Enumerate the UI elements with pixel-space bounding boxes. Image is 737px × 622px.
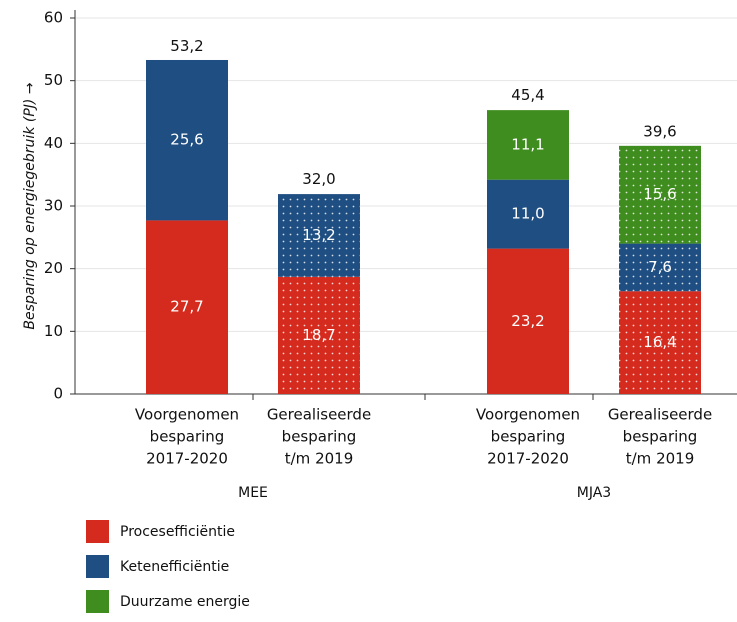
value-label: 25,6 — [170, 131, 203, 149]
x-tick-label: besparing — [150, 428, 225, 446]
value-label: 27,7 — [170, 298, 203, 316]
legend-swatch — [86, 555, 109, 578]
x-tick-label: t/m 2019 — [285, 450, 354, 468]
bar-pattern — [619, 243, 701, 292]
total-label: 39,6 — [643, 122, 676, 140]
x-tick-label: Gerealiseerde — [267, 406, 371, 424]
bar-pattern — [278, 276, 360, 394]
bar-pattern — [619, 145, 701, 244]
value-label: 11,0 — [511, 205, 544, 223]
value-label: 13,2 — [302, 226, 335, 244]
bar-segment — [487, 179, 569, 249]
legend-label: Procesefficiëntie — [120, 524, 235, 540]
x-tick-label: Voorgenomen — [135, 406, 239, 424]
y-axis-label: Besparing op energiegebruik (PJ) → — [22, 82, 38, 329]
value-label: 15,6 — [643, 185, 676, 203]
x-tick-label: 2017-2020 — [146, 450, 228, 468]
x-tick-label: 2017-2020 — [487, 450, 569, 468]
total-label: 53,2 — [170, 37, 203, 55]
x-tick-label: Gerealiseerde — [608, 406, 712, 424]
x-tick-label: t/m 2019 — [626, 450, 695, 468]
bar-segment — [146, 59, 228, 221]
group-label: MJA3 — [577, 485, 611, 501]
bar-segment — [146, 220, 228, 394]
y-tick-label: 50 — [44, 71, 63, 89]
x-tick-label: Voorgenomen — [476, 406, 580, 424]
y-tick-label: 0 — [53, 385, 63, 403]
y-tick-label: 20 — [44, 259, 63, 277]
y-tick-label: 10 — [44, 322, 63, 340]
x-tick-label: besparing — [491, 428, 566, 446]
group-label: MEE — [238, 485, 268, 501]
legend-swatch — [86, 520, 109, 543]
y-tick-label: 30 — [44, 197, 63, 215]
value-label: 16,4 — [643, 333, 676, 351]
x-tick-label: besparing — [623, 428, 698, 446]
y-tick-label: 60 — [44, 9, 63, 27]
total-label: 45,4 — [511, 86, 544, 104]
bar-pattern — [619, 291, 701, 394]
legend-swatch — [86, 590, 109, 613]
value-label: 18,7 — [302, 326, 335, 344]
bar-segment — [487, 248, 569, 394]
bar-pattern — [278, 194, 360, 277]
total-label: 32,0 — [302, 170, 335, 188]
value-label: 11,1 — [511, 135, 544, 153]
legend-label: Duurzame energie — [120, 594, 250, 610]
value-label: 23,2 — [511, 312, 544, 330]
y-tick-label: 40 — [44, 134, 63, 152]
legend-label: Ketenefficiëntie — [120, 559, 229, 575]
value-label: 7,6 — [648, 258, 672, 276]
bar-segment — [487, 110, 569, 180]
x-tick-label: besparing — [282, 428, 357, 446]
